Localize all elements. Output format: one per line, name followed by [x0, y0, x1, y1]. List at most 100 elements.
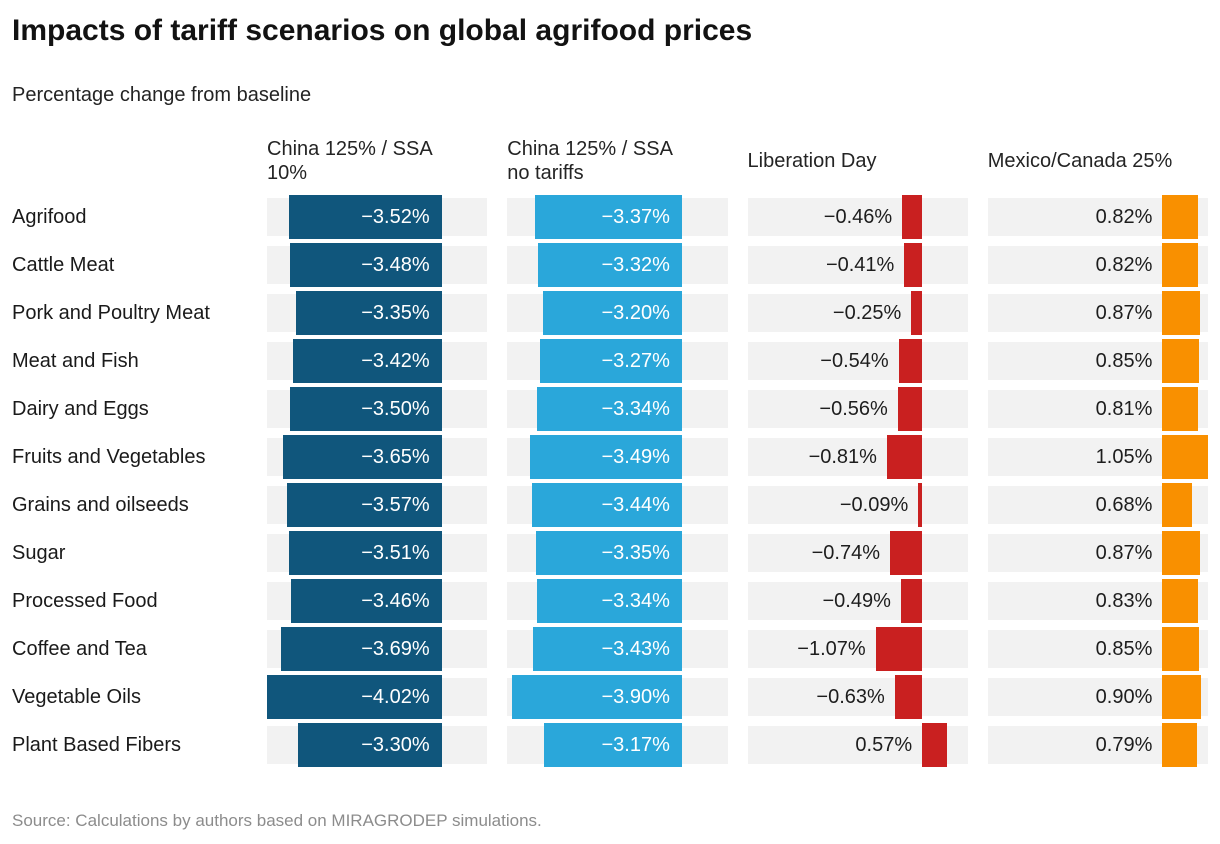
bar: [291, 579, 442, 623]
bar-value-label: −4.02%: [361, 686, 430, 708]
bar-value-label: −3.34%: [601, 398, 670, 420]
bar-track: −3.17%: [507, 723, 728, 767]
bar-value-label: 0.83%: [1095, 590, 1153, 612]
bar-track: −3.52%: [267, 195, 488, 239]
bar: [283, 435, 442, 479]
bar-track: 1.05%: [987, 435, 1208, 479]
bar: [922, 723, 947, 767]
bar-value-label: −0.09%: [839, 494, 909, 516]
bar: [281, 627, 442, 671]
chart-row: Processed Food −3.46% −3.34% −0.49% 0.83%: [12, 579, 1208, 623]
chart-rows: Agrifood −3.52% −3.37% −0.46% 0.82% Cattle Me…: [12, 195, 1208, 767]
bar-value-label: −3.46%: [361, 590, 430, 612]
bar: [532, 483, 682, 527]
bar-value-label: −0.56%: [819, 398, 888, 420]
bar-track: −3.49%: [507, 435, 728, 479]
bar-value-label: −3.52%: [361, 206, 430, 228]
bar-track: 0.83%: [987, 579, 1208, 623]
bar: [544, 723, 682, 767]
bar-value-label: 0.68%: [1095, 494, 1153, 516]
bar: [1162, 675, 1202, 719]
bar: [898, 339, 923, 383]
bar-track: 0.81%: [987, 387, 1208, 431]
bar-track: −3.57%: [267, 483, 488, 527]
bar-track: −3.37%: [507, 195, 728, 239]
bar: [532, 627, 682, 671]
bar-track: −3.30%: [267, 723, 488, 767]
bar: [536, 531, 682, 575]
row-label: Cattle Meat: [12, 254, 115, 276]
bar-value-label: −0.25%: [832, 302, 902, 324]
bar: [542, 291, 682, 335]
chart-row: Pork and Poultry Meat −3.35% −3.20% −0.25% 0…: [12, 291, 1208, 335]
bar-value-label: −0.74%: [811, 542, 880, 564]
bar: [875, 627, 923, 671]
bar: [889, 531, 923, 575]
bar-track: 0.79%: [987, 723, 1208, 767]
chart-row: Fruits and Vegetables −3.65% −3.49% −0.81% 1…: [12, 435, 1208, 479]
bar: [1162, 387, 1198, 431]
bar-value-label: −0.41%: [825, 254, 895, 276]
bar: [902, 195, 923, 239]
row-label: Grains and oilseeds: [12, 494, 189, 516]
row-label: Fruits and Vegetables: [12, 446, 206, 468]
bar-track: −3.34%: [507, 579, 728, 623]
bar-value-label: 0.87%: [1095, 302, 1153, 324]
bar-track: −3.44%: [507, 483, 728, 527]
chart-subtitle: Percentage change from baseline: [12, 84, 312, 106]
bar: [298, 723, 442, 767]
chart-row: Meat and Fish −3.42% −3.27% −0.54% 0.85%: [12, 339, 1208, 383]
bar-track: −0.46%: [747, 195, 968, 239]
bar-value-label: −3.27%: [601, 350, 670, 372]
chart-row: Plant Based Fibers −3.30% −3.17% 0.57% 0.79%: [12, 723, 1208, 767]
bar-value-label: −3.57%: [361, 494, 430, 516]
bar-track: −0.63%: [747, 675, 968, 719]
bar-value-label: −3.90%: [601, 686, 670, 708]
bar: [911, 291, 923, 335]
bar-value-label: −3.32%: [601, 254, 670, 276]
bar-value-label: 0.82%: [1095, 206, 1153, 228]
bar-value-label: 0.85%: [1095, 350, 1153, 372]
bar-track: −0.09%: [747, 483, 968, 527]
bar: [1162, 195, 1198, 239]
bar: [535, 195, 682, 239]
bar-value-label: 0.82%: [1095, 254, 1153, 276]
bar: [286, 483, 442, 527]
row-label: Agrifood: [12, 206, 87, 228]
bar: [536, 387, 682, 431]
row-label: Plant Based Fibers: [12, 734, 181, 756]
bar-track: −3.35%: [267, 291, 488, 335]
bar-track: 0.82%: [987, 243, 1208, 287]
bar-track: −3.69%: [267, 627, 488, 671]
bar-track: −3.20%: [507, 291, 728, 335]
bar-track: −3.35%: [507, 531, 728, 575]
bar-value-label: −0.81%: [808, 446, 877, 468]
bar-value-label: −3.35%: [361, 302, 430, 324]
bar-track: −0.41%: [747, 243, 968, 287]
bar-track: 0.85%: [987, 339, 1208, 383]
bar-value-label: −3.30%: [361, 734, 430, 756]
bar-value-label: −3.51%: [361, 542, 430, 564]
bar: [530, 435, 682, 479]
bar-value-label: −3.42%: [361, 350, 430, 372]
source-note: Source: Calculations by authors based on…: [12, 811, 542, 830]
bar-value-label: 0.81%: [1095, 398, 1153, 420]
column-header-liberation-day: Liberation Day: [747, 150, 877, 172]
bar: [539, 339, 682, 383]
bar: [537, 243, 682, 287]
row-label: Pork and Poultry Meat: [12, 302, 210, 324]
column-header-china-ssa-10: China 125% / SSA 10%: [267, 138, 432, 184]
bar: [288, 195, 442, 239]
bar: [290, 243, 442, 287]
bar: [894, 675, 923, 719]
bar-value-label: −3.37%: [601, 206, 670, 228]
bar-track: 0.87%: [987, 291, 1208, 335]
bar-value-label: −3.43%: [601, 638, 670, 660]
bar: [1162, 627, 1200, 671]
bar-value-label: 0.87%: [1095, 542, 1153, 564]
bar: [289, 531, 442, 575]
bar-value-label: 0.85%: [1095, 638, 1153, 660]
bar-track: −3.34%: [507, 387, 728, 431]
row-label: Processed Food: [12, 590, 158, 612]
bar-track: 0.85%: [987, 627, 1208, 671]
